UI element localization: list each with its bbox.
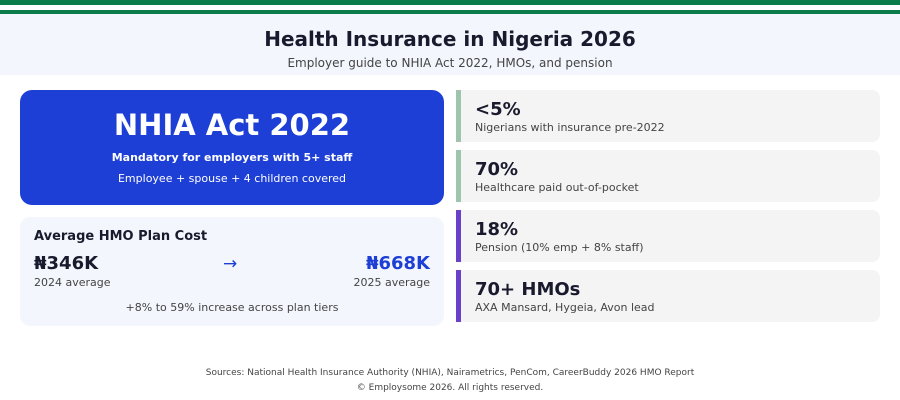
footer-copyright: © Employsome 2026. All rights reserved. — [356, 383, 544, 393]
nhia-act-subtitle: Mandatory for employers with 5+ staff — [111, 151, 353, 164]
nhia-act-title: NHIA Act 2022 — [113, 108, 351, 142]
stat-value: 70+ HMOs — [475, 279, 581, 300]
cost-2025-value: ₦668K — [365, 253, 430, 274]
cost-increase-note: +8% to 59% increase across plan tiers — [125, 301, 339, 314]
stat-value: <5% — [475, 99, 521, 120]
flag-stripe-bottom — [0, 10, 900, 14]
cost-2024-value: ₦346K — [34, 253, 99, 274]
cost-2025-label: 2025 average — [353, 276, 430, 289]
stat-label: Healthcare paid out-of-pocket — [475, 181, 639, 194]
cost-2024-label: 2024 average — [34, 276, 111, 289]
stat-card-hmos: 70+ HMOs AXA Mansard, Hygeia, Avon lead — [456, 270, 880, 322]
footer-sources: Sources: National Health Insurance Autho… — [205, 368, 695, 378]
stat-card-pension: 18% Pension (10% emp + 8% staff) — [456, 210, 880, 262]
stat-label: Pension (10% emp + 8% staff) — [475, 241, 644, 254]
page-title: Health Insurance in Nigeria 2026 — [264, 27, 636, 51]
nhia-act-note: Employee + spouse + 4 children covered — [117, 172, 347, 185]
arrow-right-icon: → — [223, 254, 238, 274]
page-subtitle: Employer guide to NHIA Act 2022, HMOs, a… — [287, 56, 613, 70]
stat-card-out-of-pocket: 70% Healthcare paid out-of-pocket — [456, 150, 880, 202]
stat-value: 18% — [475, 219, 519, 240]
hmo-cost-card: Average HMO Plan Cost ₦346K 2024 average… — [20, 217, 444, 326]
page-header: Health Insurance in Nigeria 2026 Employe… — [0, 14, 900, 75]
stat-label: Nigerians with insurance pre-2022 — [475, 121, 665, 134]
hmo-cost-title: Average HMO Plan Cost — [34, 229, 208, 244]
stat-card-insurance-coverage: <5% Nigerians with insurance pre-2022 — [456, 90, 880, 142]
nhia-act-card: NHIA Act 2022 Mandatory for employers wi… — [20, 90, 444, 205]
stat-label: AXA Mansard, Hygeia, Avon lead — [475, 301, 655, 314]
flag-stripe-top — [0, 0, 900, 5]
stat-value: 70% — [475, 159, 519, 180]
